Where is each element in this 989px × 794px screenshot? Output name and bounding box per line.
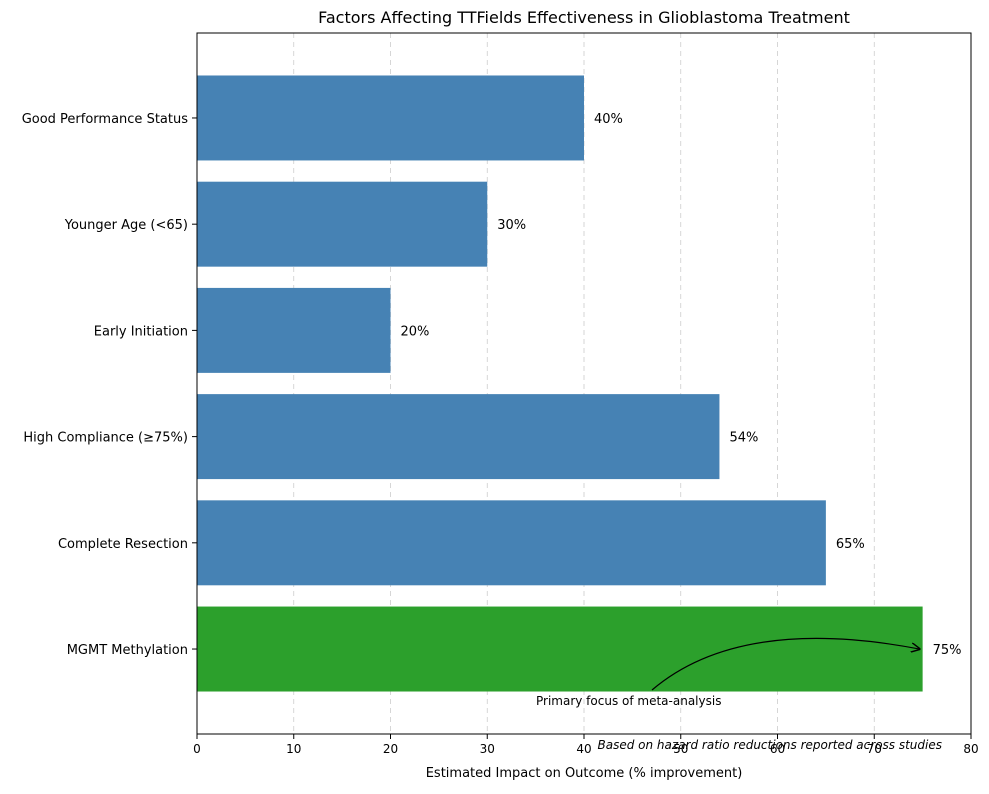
x-tick-label: 0 <box>193 742 201 756</box>
value-labels: 75% 65% 54% 20% 30% 40% <box>401 112 962 658</box>
x-tick-label: 30 <box>480 742 495 756</box>
value-label: 40% <box>594 112 623 127</box>
value-label: 75% <box>933 643 962 658</box>
bar <box>197 606 923 692</box>
y-tick-label: Complete Resection <box>58 537 188 552</box>
y-tick-label: High Compliance (≥75%) <box>23 431 188 446</box>
x-tick-label: 50 <box>673 742 688 756</box>
bar <box>197 287 391 373</box>
bars <box>197 75 923 692</box>
value-label: 20% <box>401 324 430 339</box>
bar <box>197 394 720 480</box>
y-tick-label: Younger Age (<65) <box>64 218 188 233</box>
bar <box>197 181 488 267</box>
annotation-text: Primary focus of meta-analysis <box>536 694 721 708</box>
bar <box>197 500 826 586</box>
y-axis: MGMT Methylation Complete Resection High C… <box>22 112 197 658</box>
x-tick-label: 80 <box>963 742 978 756</box>
value-label: 54% <box>729 431 758 446</box>
bar <box>197 75 584 161</box>
x-axis-label: Estimated Impact on Outcome (% improveme… <box>426 766 743 781</box>
y-tick-label: MGMT Methylation <box>67 643 188 658</box>
y-tick-label: Good Performance Status <box>22 112 189 127</box>
annotation-arrow <box>651 637 920 691</box>
footnote: Based on hazard ratio reductions reporte… <box>598 738 942 752</box>
y-tick-label: Early Initiation <box>94 324 188 339</box>
x-tick-label: 10 <box>286 742 301 756</box>
chart-title: Factors Affecting TTFields Effectiveness… <box>318 8 850 27</box>
value-label: 30% <box>497 218 526 233</box>
value-label: 65% <box>836 537 865 552</box>
x-tick-label: 20 <box>383 742 398 756</box>
x-axis: 0 10 20 30 40 50 60 70 80 <box>193 734 979 756</box>
x-tick-label: 60 <box>770 742 785 756</box>
x-tick-label: 70 <box>867 742 882 756</box>
x-tick-label: 40 <box>576 742 591 756</box>
